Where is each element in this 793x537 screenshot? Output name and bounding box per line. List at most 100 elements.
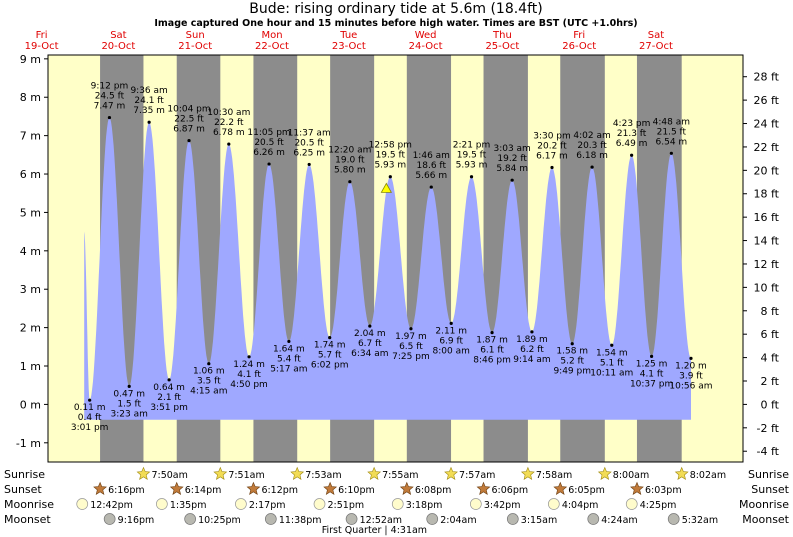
tide-feet-label: 4.1 ft	[640, 369, 664, 379]
tide-time-label: 1:46 am	[413, 151, 450, 161]
y-tick-label-m: 6 m	[20, 168, 41, 181]
tide-feet-label: 19.5 ft	[376, 151, 406, 161]
tide-extreme-point	[429, 185, 433, 189]
tide-time-label: 3:30 pm	[533, 132, 571, 142]
tide-time-label: 6:34 am	[351, 349, 388, 359]
tide-extreme-point	[187, 139, 191, 143]
tide-metres-label: 1.64 m	[273, 344, 305, 354]
event-time: 3:42pm	[484, 500, 521, 511]
event-time: 3:15am	[521, 515, 557, 526]
tide-time-label: 3:03 am	[493, 144, 530, 154]
tide-extreme-point	[267, 162, 271, 166]
tide-extreme-point	[107, 115, 112, 120]
tide-extreme-point	[689, 356, 693, 360]
day-name: Sat	[110, 30, 126, 41]
tide-extreme-point	[630, 153, 634, 157]
tide-extreme-point	[649, 354, 654, 359]
tide-feet-label: 22.5 ft	[174, 115, 204, 125]
sun-icon	[444, 466, 458, 480]
moon-icon	[103, 513, 116, 525]
tide-feet-label: 24.5 ft	[95, 92, 125, 102]
event-time: 2:51pm	[328, 500, 365, 511]
tide-metres-label: 5.84 m	[496, 164, 528, 174]
y-tick-label-m: 5 m	[20, 206, 41, 219]
event-time: 5:32am	[682, 515, 718, 526]
tide-metres-label: 0.64 m	[153, 383, 185, 393]
event-time: 6:08pm	[415, 485, 452, 496]
day-date: 23-Oct	[332, 41, 366, 52]
moon-icon	[313, 498, 326, 510]
day-name: Fri	[36, 30, 48, 41]
tide-feet-label: 19.0 ft	[335, 156, 365, 166]
day-labels: Fri19-OctSat20-OctSun21-OctMon22-OctTue2…	[25, 30, 673, 52]
tide-feet-label: 5.7 ft	[318, 351, 342, 361]
moon-phase-note: First Quarter | 4:31am	[322, 525, 427, 536]
row-label-right: Moonset	[742, 513, 789, 526]
sun-icon	[553, 481, 568, 495]
tide-metres-label: 1.24 m	[233, 360, 265, 370]
y-tick-label-m: 1 m	[20, 360, 41, 373]
sun-icon	[476, 481, 491, 495]
event-time: 6:10pm	[338, 485, 375, 496]
tide-time-label: 9:12 pm	[91, 82, 129, 92]
tide-time-label: 10:04 pm	[167, 105, 210, 115]
row-label-right: Sunrise	[748, 468, 789, 481]
tide-metres-label: 6.25 m	[293, 148, 325, 158]
tide-extreme-point	[328, 335, 332, 340]
tide-extreme-point	[348, 180, 352, 184]
tide-metres-label: 2.11 m	[435, 326, 467, 336]
day-date: 19-Oct	[25, 41, 59, 52]
tide-time-label: 8:46 pm	[473, 356, 511, 366]
day-date: 26-Oct	[562, 41, 596, 52]
y-tick-label-ft: -4 ft	[757, 445, 780, 458]
y-tick-label-ft: -2 ft	[757, 422, 780, 435]
tide-metres-label: 6.78 m	[213, 128, 245, 138]
moon-icon	[264, 513, 277, 525]
y-tick-label-m: 0 m	[20, 398, 41, 411]
event-time: 6:14pm	[185, 485, 222, 496]
tide-extreme-point	[147, 120, 151, 124]
day-name: Fri	[573, 30, 585, 41]
tide-time-label: 3:01 pm	[71, 423, 109, 433]
row-label-right: Sunset	[751, 483, 789, 496]
tide-extreme-point	[287, 339, 291, 344]
tide-extreme-point	[409, 327, 413, 331]
tide-water-area	[84, 117, 691, 420]
sun-icon	[674, 466, 689, 480]
y-tick-label-ft: 20 ft	[754, 164, 780, 177]
tide-feet-label: 20.3 ft	[577, 141, 607, 151]
tide-time-label: 4:15 am	[190, 387, 227, 397]
y-tick-label-m: 9 m	[20, 53, 41, 66]
sun-icon	[597, 466, 612, 480]
moon-icon	[547, 498, 560, 510]
tide-metres-label: 5.66 m	[415, 171, 447, 181]
moon-icon	[667, 513, 680, 525]
sun-icon	[136, 466, 151, 480]
event-time: 2:17pm	[249, 500, 286, 511]
tide-extreme-point	[490, 331, 494, 335]
row-label-left: Sunset	[4, 483, 42, 496]
tide-metres-label: 1.87 m	[476, 336, 508, 346]
event-time: 7:58am	[536, 470, 572, 481]
y-tick-label-ft: 8 ft	[761, 305, 780, 318]
tide-feet-label: 20.2 ft	[537, 142, 567, 152]
tide-extreme-point	[207, 362, 211, 366]
tide-metres-label: 0.47 m	[113, 389, 145, 399]
tide-feet-label: 22.2 ft	[214, 118, 244, 128]
y-tick-label-m: 4 m	[20, 245, 41, 258]
tide-extreme-point	[669, 151, 673, 155]
day-name: Sun	[186, 30, 205, 41]
moon-icon	[76, 498, 89, 510]
y-tick-label-m: -1 m	[16, 437, 41, 450]
tide-time-label: 11:37 am	[288, 128, 331, 138]
tide-extreme-point	[530, 330, 534, 334]
tide-metres-label: 6.17 m	[536, 152, 568, 162]
tide-extreme-point	[469, 175, 474, 179]
sun-icon	[323, 481, 338, 495]
tide-extreme-point	[570, 342, 574, 346]
event-time: 7:57am	[459, 470, 495, 481]
tide-time-label: 7:25 pm	[392, 352, 430, 362]
tide-feet-label: 18.6 ft	[417, 161, 447, 171]
day-date: 21-Oct	[178, 41, 212, 52]
moon-icon	[184, 513, 196, 525]
